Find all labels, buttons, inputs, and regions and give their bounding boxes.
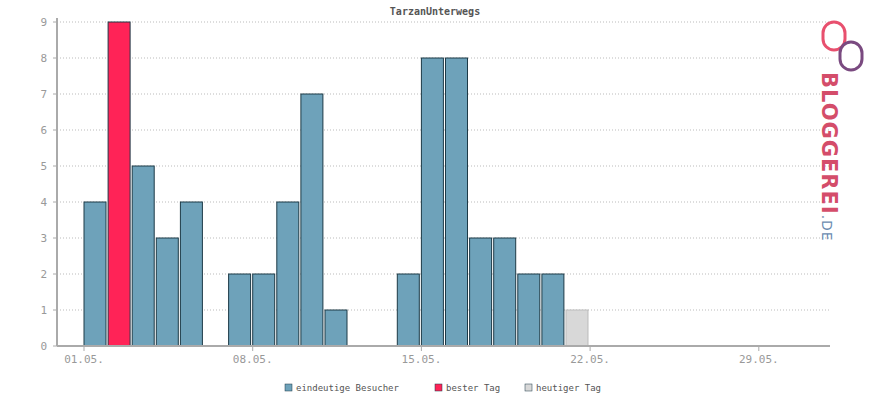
- x-tick: [252, 346, 253, 351]
- bar: [542, 274, 564, 346]
- y-tick-label: 2: [40, 268, 47, 281]
- bar: [84, 202, 106, 346]
- bar: [421, 58, 443, 346]
- bar: [132, 166, 154, 346]
- bar: [301, 94, 323, 346]
- bar: [180, 202, 202, 346]
- logo-shape: [840, 42, 862, 70]
- watermark: BLOGGEREI.DE: [817, 72, 841, 242]
- chart: TarzanUnterwegs 0 1 2 3 4 5 6 7 8 9 01.05. 08.05. 15.…: [0, 0, 870, 400]
- legend-label: heutiger Tag: [536, 383, 601, 393]
- bar: [494, 238, 516, 346]
- y-tick-label: 7: [40, 88, 47, 101]
- bar: [397, 274, 419, 346]
- bar: [325, 310, 347, 346]
- bar: [566, 310, 588, 346]
- legend-label: eindeutige Besucher: [296, 383, 400, 393]
- bar: [156, 238, 178, 346]
- x-tick-label: 01.05.: [64, 353, 104, 366]
- title: TarzanUnterwegs: [390, 6, 480, 17]
- y-tick-label: 9: [40, 16, 47, 29]
- y-tick-label: 8: [40, 52, 47, 65]
- bar: [253, 274, 275, 346]
- bar: [446, 58, 468, 346]
- y-axis: [56, 18, 58, 346]
- bar: [277, 202, 299, 346]
- grid-line: [57, 22, 830, 23]
- y-tick-label: 3: [40, 232, 47, 245]
- x-tick: [758, 346, 759, 351]
- bar: [229, 274, 251, 346]
- watermark-tld: .DE: [819, 215, 835, 242]
- x-tick: [590, 346, 591, 351]
- bar: [108, 22, 130, 346]
- legend-label: bester Tag: [446, 383, 500, 393]
- y-tick-label: 5: [40, 160, 47, 173]
- watermark-main: BLOGGEREI: [817, 72, 841, 215]
- legend-swatch: [525, 384, 532, 391]
- legend-swatch: [285, 384, 292, 391]
- x-axis: [57, 345, 830, 347]
- y-tick-label: 4: [40, 196, 47, 209]
- x-tick-label: 15.05.: [402, 353, 442, 366]
- y-tick-label: 1: [40, 304, 47, 317]
- y-tick-label: 6: [40, 124, 47, 137]
- bar: [470, 238, 492, 346]
- x-tick: [421, 346, 422, 351]
- y-tick-label: 0: [40, 340, 47, 353]
- x-tick-label: 22.05.: [570, 353, 610, 366]
- x-tick-label: 29.05.: [739, 353, 779, 366]
- logo-icon: [823, 22, 862, 70]
- x-tick: [84, 346, 85, 351]
- x-tick-label: 08.05.: [233, 353, 273, 366]
- legend-swatch: [435, 384, 442, 391]
- bar: [518, 274, 540, 346]
